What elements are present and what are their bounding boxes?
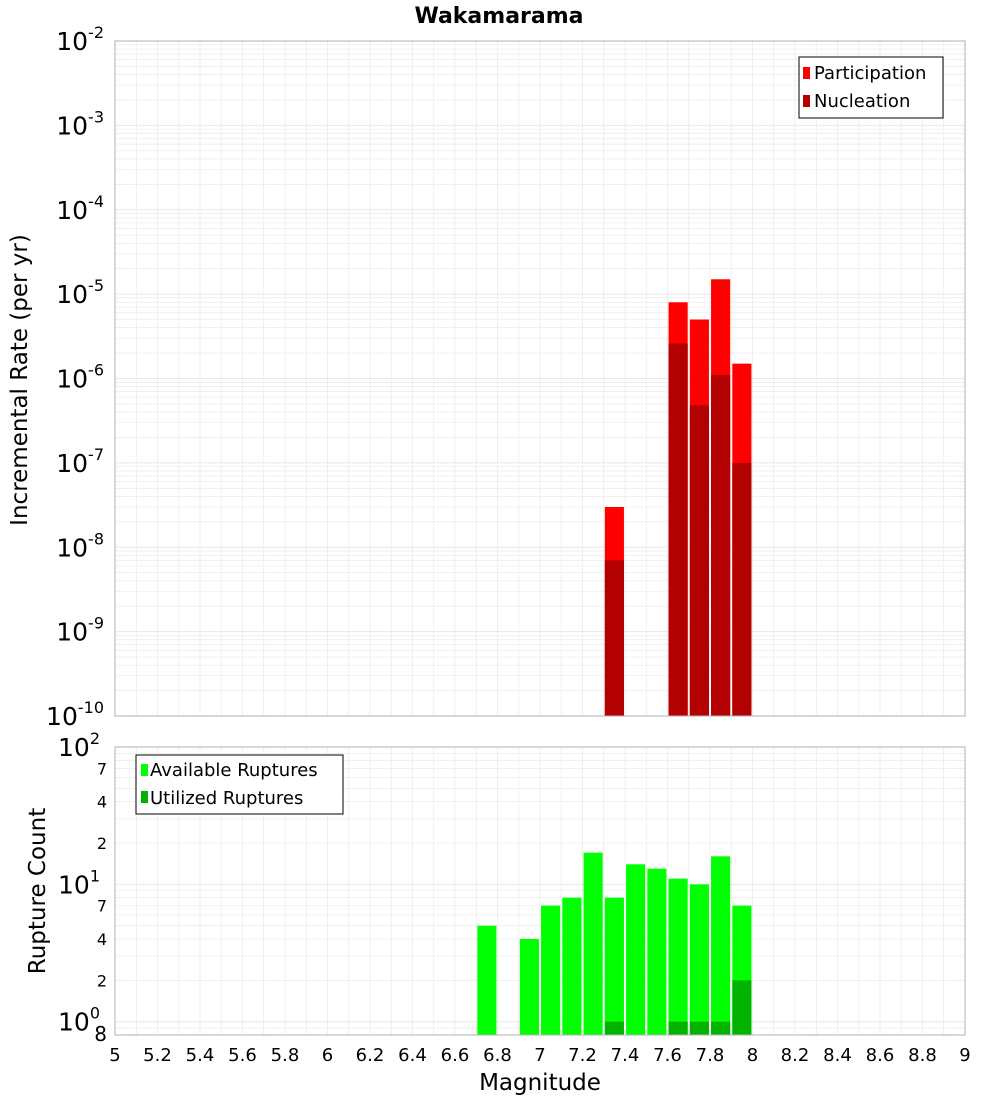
x-tick-label: 5.6 — [228, 1045, 257, 1066]
x-tick-label: 9 — [959, 1045, 970, 1066]
rate-panel: 10-2 10-3 10-4 10-5 10-6 10-7 10-8 10-9 10-10 In… — [7, 23, 966, 731]
legend-swatch-available — [141, 764, 148, 776]
bar-utilized-ruptures — [668, 1021, 688, 1035]
y-tick-label: 100 — [58, 1004, 100, 1037]
y-tick-label: 10-10 — [46, 698, 104, 731]
count-y-axis-label: Rupture Count — [25, 808, 51, 974]
x-tick-label: 5.8 — [271, 1045, 300, 1066]
x-tick-label: 7.2 — [568, 1045, 597, 1066]
y-tick-label: 102 — [58, 729, 100, 762]
bar-available-ruptures — [583, 852, 603, 1035]
legend-label-participation: Participation — [814, 63, 926, 84]
y-tick-label: 10-5 — [56, 276, 104, 309]
chart-title: Wakamarama — [414, 4, 583, 29]
x-tick-label: 5.2 — [143, 1045, 172, 1066]
x-tick-label: 6.2 — [356, 1045, 385, 1066]
x-tick-label: 6.6 — [441, 1045, 470, 1066]
x-tick-label: 7.6 — [653, 1045, 682, 1066]
x-tick-label: 7.8 — [696, 1045, 725, 1066]
legend-label-utilized: Utilized Ruptures — [150, 788, 303, 809]
bar-nucleation — [711, 375, 731, 716]
legend-label-nucleation: Nucleation — [814, 91, 910, 112]
bar-available-ruptures — [604, 897, 624, 1035]
y-tick-label: 10-3 — [56, 107, 104, 140]
x-axis-label: Magnitude — [479, 1070, 601, 1096]
bar-available-ruptures — [541, 905, 561, 1035]
y-tick-label: 10-8 — [56, 529, 104, 562]
x-tick-label: 8.6 — [866, 1045, 895, 1066]
y-minor-tick-label: 2 — [97, 971, 107, 990]
bar-nucleation — [668, 343, 688, 716]
bar-nucleation — [689, 405, 709, 716]
x-tick-label: 8.4 — [823, 1045, 852, 1066]
rate-y-ticks: 10-2 10-3 10-4 10-5 10-6 10-7 10-8 10-9 10-10 — [46, 23, 104, 731]
x-tick-label: 8.8 — [908, 1045, 937, 1066]
x-tick-label: 5 — [109, 1045, 120, 1066]
bar-utilized-ruptures — [732, 980, 752, 1035]
legend-swatch-participation — [803, 67, 810, 79]
rate-grid — [114, 41, 966, 717]
rate-legend: Participation Nucleation — [798, 56, 944, 119]
count-bars — [477, 852, 752, 1035]
y-tick-label: 101 — [58, 866, 100, 899]
y-minor-tick-label: 2 — [97, 834, 107, 853]
bar-available-ruptures — [647, 868, 667, 1035]
bar-utilized-ruptures — [604, 1021, 624, 1035]
x-tick-label: 8 — [747, 1045, 758, 1066]
y-tick-label: 10-6 — [56, 361, 104, 394]
x-tick-label: 7 — [534, 1045, 545, 1066]
rate-bars — [604, 279, 752, 716]
bar-available-ruptures — [626, 864, 646, 1035]
y-minor-tick-label: 8 — [94, 1022, 107, 1046]
x-axis-ticks: 5 5.2 5.4 5.6 5.8 6 6.2 6.4 6.6 6.8 7 7.2 7.4 7.6 7.8 8… — [109, 1045, 970, 1066]
x-tick-label: 6.8 — [483, 1045, 512, 1066]
legend-label-available: Available Ruptures — [150, 760, 318, 781]
bar-nucleation — [604, 560, 624, 716]
bar-utilized-ruptures — [689, 1021, 709, 1035]
count-y-ticks: 100 101 102 8 2 4 7 2 4 7 — [58, 729, 107, 1046]
y-tick-label: 10-9 — [56, 614, 104, 647]
y-minor-tick-label: 4 — [97, 793, 107, 812]
x-tick-label: 8.2 — [781, 1045, 810, 1066]
count-panel: 100 101 102 8 2 4 7 2 4 7 Rupture Count Available… — [25, 729, 966, 1046]
y-minor-tick-label: 4 — [97, 930, 107, 949]
count-plot-frame — [114, 746, 966, 1036]
legend-swatch-utilized — [141, 791, 148, 803]
count-legend-box — [135, 754, 344, 815]
y-tick-label: 10-7 — [56, 445, 104, 478]
bar-available-ruptures — [477, 925, 497, 1035]
bar-nucleation — [732, 462, 752, 716]
count-legend: Available Ruptures Utilized Ruptures — [135, 754, 344, 815]
y-tick-label: 10-4 — [56, 192, 104, 225]
x-tick-label: 5.4 — [186, 1045, 215, 1066]
rate-legend-box — [798, 56, 944, 119]
x-tick-label: 6 — [322, 1045, 333, 1066]
x-tick-label: 7.4 — [611, 1045, 640, 1066]
rate-y-axis-label: Incremental Rate (per yr) — [7, 234, 33, 526]
bar-available-ruptures — [562, 897, 582, 1035]
bar-available-ruptures — [711, 856, 731, 1035]
y-minor-tick-label: 7 — [97, 759, 107, 778]
y-minor-tick-label: 7 — [97, 897, 107, 916]
rate-plot-frame — [114, 40, 966, 717]
legend-swatch-nucleation — [803, 95, 810, 107]
x-tick-label: 6.4 — [398, 1045, 427, 1066]
y-tick-label: 10-2 — [56, 23, 104, 56]
bar-utilized-ruptures — [711, 1021, 731, 1035]
bar-available-ruptures — [689, 884, 709, 1035]
bar-available-ruptures — [519, 939, 539, 1035]
bar-available-ruptures — [668, 878, 688, 1035]
